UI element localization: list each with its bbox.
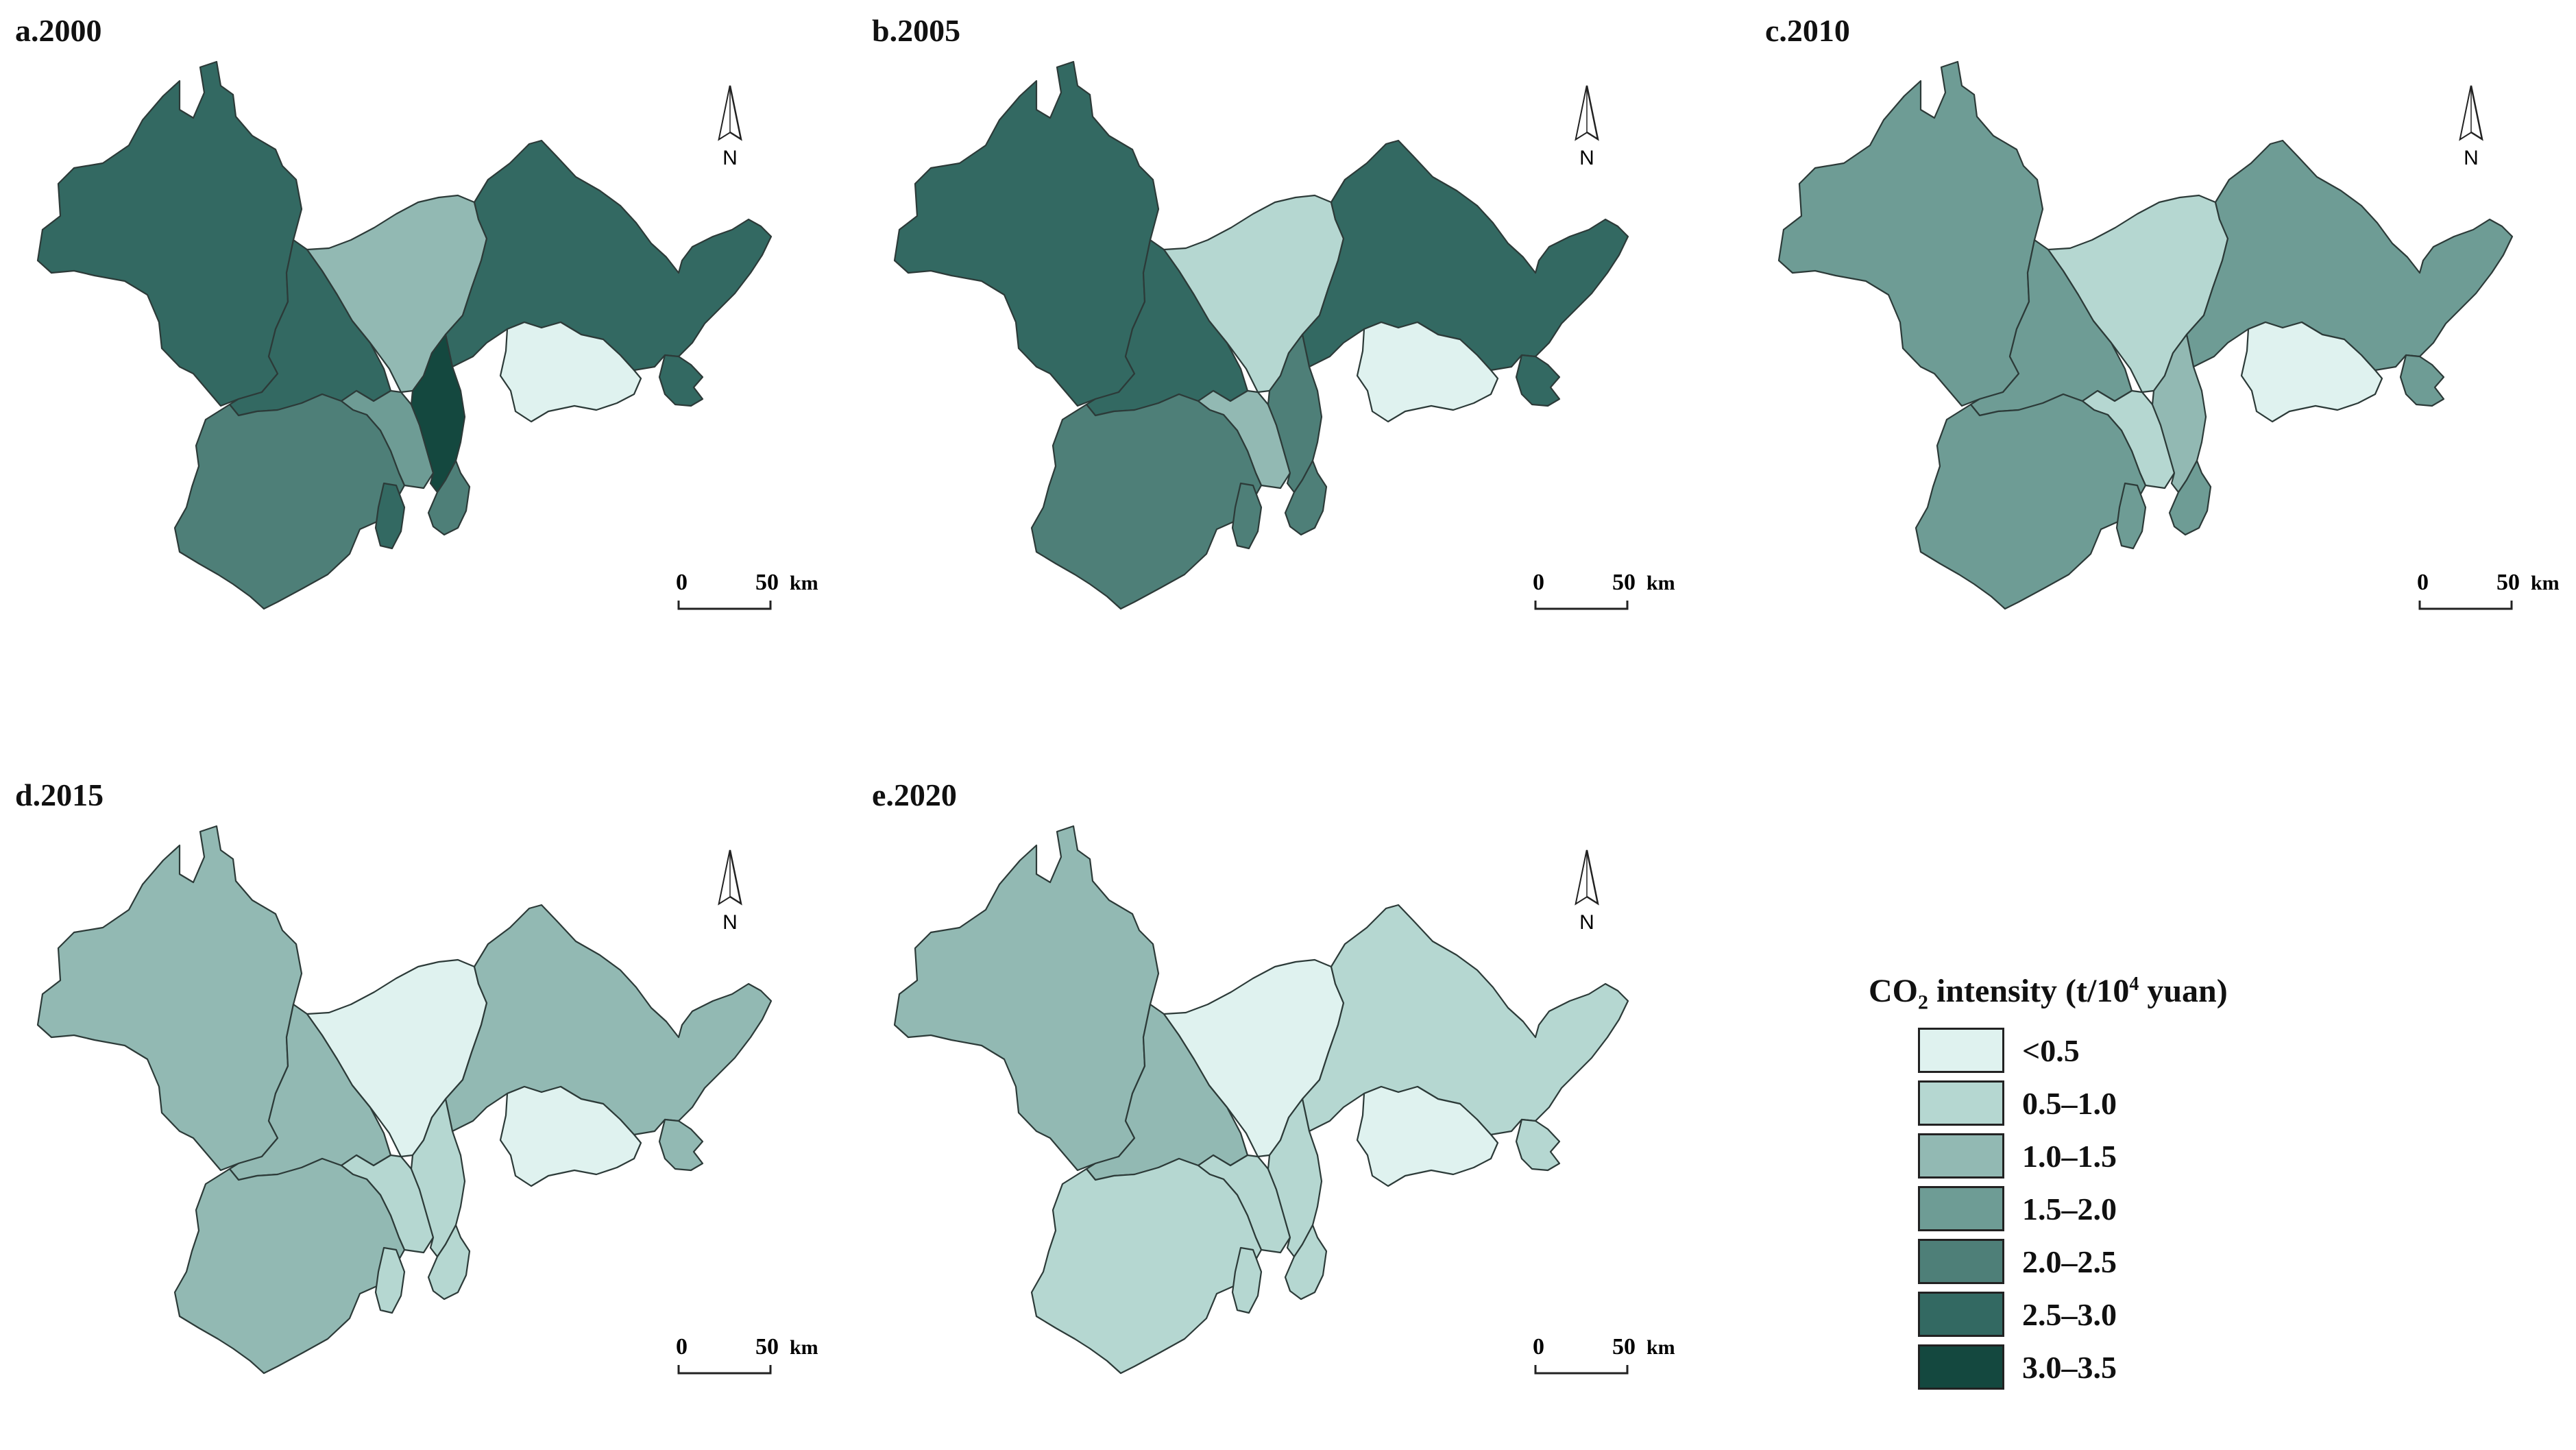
region-southeast-coast <box>1356 1085 1499 1187</box>
legend-item: 2.5–3.0 <box>1918 1288 2358 1341</box>
region-northeast <box>444 904 773 1136</box>
region-southwest <box>173 393 406 610</box>
scale-zero: 0 <box>676 570 688 595</box>
scale-unit: km <box>1647 1336 1675 1359</box>
legend-item: 1.5–2.0 <box>1918 1183 2358 1235</box>
legend-item: 3.0–3.5 <box>1918 1341 2358 1394</box>
scale-unit: km <box>2531 572 2560 594</box>
region-northwest <box>893 825 1160 1172</box>
scale-zero: 0 <box>1533 1334 1544 1360</box>
panel-title: e.2020 <box>872 777 957 812</box>
region-east-island <box>658 354 704 407</box>
scale-fifty: 50 <box>1612 570 1636 595</box>
region-south-small <box>1231 482 1263 550</box>
region-south-coast <box>427 459 471 536</box>
scale-zero: 0 <box>1533 570 1544 595</box>
scale-fifty: 50 <box>2496 570 2520 595</box>
scale-bar: 0 50 km <box>676 1334 818 1375</box>
legend-label: 2.5–3.0 <box>2022 1296 2117 1332</box>
scale-unit: km <box>790 572 818 594</box>
scale-bar: 0 50 km <box>1533 1334 1675 1375</box>
region-southeast-coast <box>499 321 642 423</box>
region-northeast <box>2185 139 2514 372</box>
region-south-small <box>2115 482 2147 550</box>
panel-title: c.2010 <box>1765 13 1850 48</box>
north-label: N <box>1579 911 1594 934</box>
legend: CO2 intensity (t/104 yuan) <0.5 0.5–1.0 1.… <box>1864 972 2358 1394</box>
panel-title: a.2000 <box>15 13 102 48</box>
scale-unit: km <box>1647 572 1675 594</box>
legend-swatch <box>1918 1080 2004 1126</box>
map-a: N 0 50 km <box>36 60 818 610</box>
region-southwest <box>1030 393 1263 610</box>
legend-item: <0.5 <box>1918 1024 2358 1077</box>
legend-label: 1.5–2.0 <box>2022 1191 2117 1227</box>
region-southwest <box>1915 393 2147 610</box>
region-northwest <box>893 60 1160 407</box>
north-arrow-icon: N <box>718 85 742 169</box>
region-northeast <box>1301 139 1629 372</box>
north-arrow-icon: N <box>2459 85 2483 169</box>
region-south-small <box>374 1246 406 1314</box>
north-label: N <box>2464 147 2479 169</box>
legend-item: 0.5–1.0 <box>1918 1077 2358 1130</box>
region-southwest <box>173 1157 406 1375</box>
scale-fifty: 50 <box>755 570 779 595</box>
north-arrow-icon: N <box>1575 85 1599 169</box>
legend-swatch <box>1918 1133 2004 1179</box>
legend-label: <0.5 <box>2022 1032 2080 1068</box>
scale-bar: 0 50 km <box>1533 570 1675 610</box>
region-southeast-coast <box>1356 321 1499 423</box>
region-south-small <box>374 482 406 550</box>
panel-title: d.2015 <box>15 777 104 812</box>
legend-item: 2.0–2.5 <box>1918 1235 2358 1288</box>
region-northwest <box>36 60 303 407</box>
scale-fifty: 50 <box>1612 1334 1636 1360</box>
legend-label: 3.0–3.5 <box>2022 1349 2117 1385</box>
region-south-coast <box>2168 459 2212 536</box>
legend-item: 1.0–1.5 <box>1918 1130 2358 1183</box>
region-southeast-coast <box>2240 321 2383 423</box>
north-label: N <box>1579 147 1594 169</box>
legend-label: 1.0–1.5 <box>2022 1138 2117 1174</box>
north-arrow-icon: N <box>718 849 742 934</box>
north-label: N <box>722 911 738 934</box>
region-southeast-coast <box>499 1085 642 1187</box>
scale-zero: 0 <box>676 1334 688 1360</box>
map-b: N 0 50 km <box>893 60 1675 610</box>
legend-swatch <box>1918 1239 2004 1285</box>
region-south-coast <box>1284 1224 1328 1301</box>
region-northwest <box>36 825 303 1172</box>
region-southwest <box>1030 1157 1263 1375</box>
region-east-island <box>2399 354 2445 407</box>
map-e: N 0 50 km <box>893 825 1675 1375</box>
legend-swatch <box>1918 1292 2004 1338</box>
north-arrow-icon: N <box>1575 849 1599 934</box>
region-northwest <box>1777 60 2044 407</box>
panel-title: b.2005 <box>872 13 961 48</box>
legend-label: 2.0–2.5 <box>2022 1244 2117 1279</box>
north-label: N <box>722 147 738 169</box>
scale-fifty: 50 <box>755 1334 779 1360</box>
legend-items: <0.5 0.5–1.0 1.0–1.5 1.5–2.0 2.0–2.5 2.5–3.0 3… <box>1864 1024 2358 1394</box>
legend-swatch <box>1918 1344 2004 1390</box>
scale-zero: 0 <box>2417 570 2429 595</box>
region-east-island <box>658 1118 704 1172</box>
region-east-island <box>1515 354 1561 407</box>
scale-bar: 0 50 km <box>2417 570 2560 610</box>
region-south-small <box>1231 1246 1263 1314</box>
scale-unit: km <box>790 1336 818 1359</box>
region-south-coast <box>1284 459 1328 536</box>
scale-bar: 0 50 km <box>676 570 818 610</box>
map-c: N 0 50 km <box>1777 60 2560 610</box>
region-east-island <box>1515 1118 1561 1172</box>
legend-swatch <box>1918 1186 2004 1232</box>
region-south-coast <box>427 1224 471 1301</box>
legend-swatch <box>1918 1028 2004 1074</box>
legend-label: 0.5–1.0 <box>2022 1085 2117 1121</box>
region-northeast <box>444 139 773 372</box>
legend-title: CO2 intensity (t/104 yuan) <box>1869 973 2228 1014</box>
region-northeast <box>1301 904 1629 1136</box>
map-d: N 0 50 km <box>36 825 818 1375</box>
